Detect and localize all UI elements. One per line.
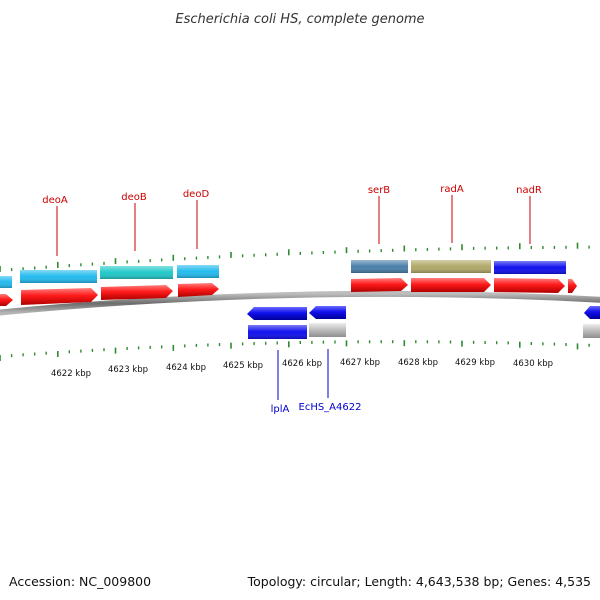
cds-forward-deoA[interactable]: [21, 288, 98, 305]
tick-label: 4625 kbp: [223, 361, 263, 371]
gene-label-radA[interactable]: radA: [440, 184, 464, 195]
tick-label: 4628 kbp: [398, 358, 438, 368]
cds-reverse-lplA[interactable]: [247, 307, 307, 320]
tick-label: 4623 kbp: [108, 365, 148, 375]
tick-label: 4630 kbp: [513, 359, 553, 369]
genome-summary-text: Topology: circular; Length: 4,643,538 bp…: [247, 574, 591, 589]
gene-label-lplA[interactable]: lplA: [271, 404, 290, 415]
cog-shading: [0, 260, 566, 288]
cog-shading-reverse: [248, 325, 307, 339]
upper-tick-marks: [0, 242, 590, 272]
cds-reverse-EcHS_A4622[interactable]: [309, 306, 346, 319]
gene-label-serB[interactable]: serB: [368, 185, 390, 196]
gene-label-nadR[interactable]: nadR: [516, 185, 542, 196]
cog-feature-EcHS_A4622[interactable]: [309, 323, 346, 337]
cds-forward-serB[interactable]: [351, 278, 408, 292]
tick-label: 4622 kbp: [51, 369, 91, 379]
map-title: Escherichia coli HS, complete genome: [175, 12, 424, 27]
gene-label-EcHS_A4622[interactable]: EcHS_A4622: [299, 402, 362, 413]
feature-tracks: [0, 260, 600, 339]
gene-label-deoD[interactable]: deoD: [183, 189, 210, 200]
accession-text: Accession: NC_009800: [9, 574, 151, 589]
scale-labels: 4622 kbp 4623 kbp 4624 kbp 4625 kbp 4626…: [51, 358, 553, 379]
tick-label: 4627 kbp: [340, 358, 380, 368]
gene-label-deoB[interactable]: deoB: [121, 192, 147, 203]
cds-forward-deoB[interactable]: [101, 285, 173, 300]
cog-feature-partial[interactable]: [583, 324, 600, 338]
genome-backbone: [0, 290, 600, 316]
cds-forward[interactable]: [0, 294, 13, 306]
cds-forward-nadR[interactable]: [494, 278, 565, 293]
lower-tick-marks: [0, 340, 590, 361]
gene-labels-reverse: lplA EcHS_A4622: [271, 349, 362, 415]
tick-label: 4624 kbp: [166, 363, 206, 373]
tick-label: 4629 kbp: [455, 358, 495, 368]
gene-labels-forward: deoA deoB deoD serB radA nadR: [42, 184, 542, 256]
cds-forward-deoD[interactable]: [178, 283, 219, 297]
gene-label-deoA[interactable]: deoA: [42, 195, 68, 206]
tick-label: 4626 kbp: [282, 359, 322, 369]
cds-reverse-partial[interactable]: [584, 306, 600, 319]
cds-forward-partial[interactable]: [568, 279, 577, 293]
cds-forward-radA[interactable]: [411, 278, 491, 292]
